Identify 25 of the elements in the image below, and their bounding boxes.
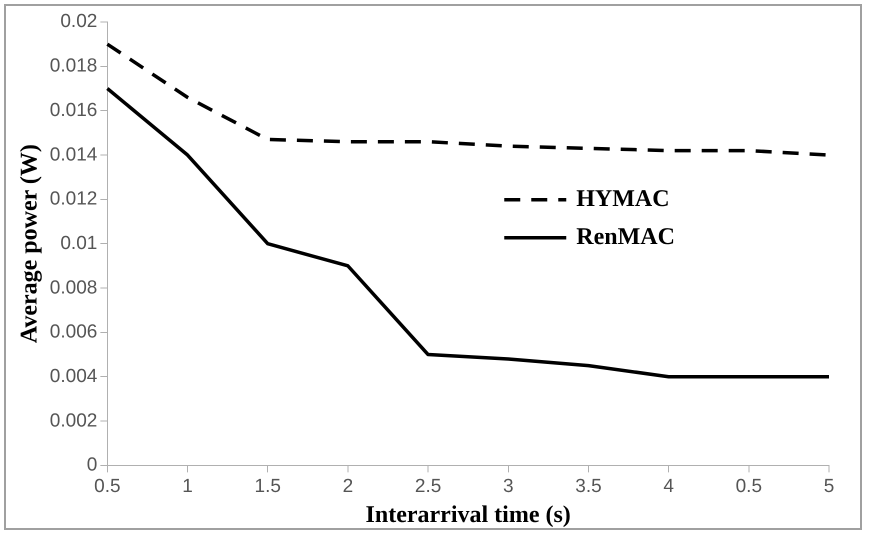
y-tick-label: 0.002: [50, 410, 98, 432]
x-tick-label: 0.5: [94, 476, 121, 498]
x-tick-label: 3: [502, 476, 514, 498]
x-tick-label: 1: [182, 476, 193, 498]
x-tick-label: 2: [342, 476, 354, 498]
y-tick-label: 0: [86, 454, 98, 476]
y-tick-label: 0.016: [50, 100, 98, 121]
x-tick-label: 3.5: [575, 476, 602, 498]
x-tick-label: 0.5: [736, 476, 762, 498]
y-tick-label: 0.004: [50, 366, 98, 387]
y-tick-label: 0.008: [50, 277, 98, 298]
y-tick-label: 0.006: [50, 322, 98, 343]
x-tick-label: 2.5: [414, 476, 442, 498]
x-tick-label: 5: [824, 476, 834, 498]
legend-label: HYMAC: [576, 186, 670, 212]
legend-label: RenMAC: [576, 224, 675, 250]
y-tick-label: 0.02: [60, 11, 98, 32]
y-tick-label: 0.01: [60, 232, 98, 254]
y-tick-label: 0.018: [50, 56, 98, 77]
x-tick-label: 1.5: [254, 476, 281, 498]
x-tick-label: 4: [663, 476, 674, 498]
y-tick-label: 0.014: [50, 144, 98, 166]
y-axis-title: Average power (W): [16, 144, 43, 344]
x-axis-title: Interarrival time (s): [366, 502, 571, 528]
y-tick-label: 0.012: [50, 188, 98, 210]
